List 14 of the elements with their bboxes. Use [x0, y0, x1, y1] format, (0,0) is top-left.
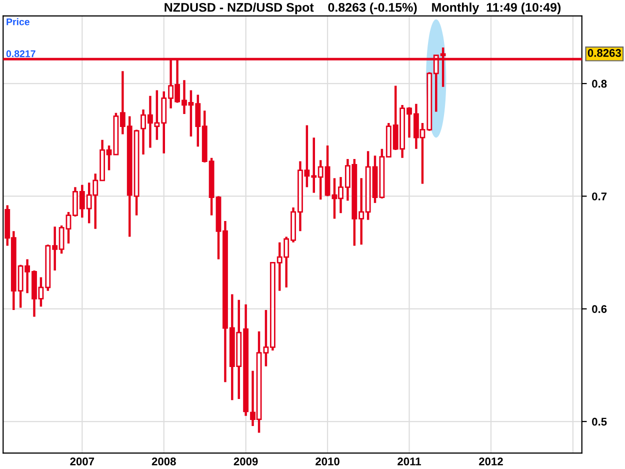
chart-title: NZDUSD - NZD/USD Spot 0.8263 (-0.15%) Monthly 11:49 (10:49): [164, 2, 561, 14]
y-tick-label: 0.5: [592, 418, 607, 426]
x-tick-label: 2007: [70, 458, 94, 466]
x-tick-label: 2010: [316, 458, 340, 466]
x-tick-label: 2008: [152, 458, 176, 466]
x-tick-label: 2009: [234, 458, 258, 466]
x-tick-label: 2012: [479, 458, 503, 466]
y-tick-label: 0.7: [592, 192, 607, 200]
text: 0.8263: [588, 49, 622, 57]
y-tick-label: 0.6: [592, 305, 607, 313]
y-tick-label: 0.8: [592, 80, 607, 88]
ref-line-label: 0.8217: [6, 50, 36, 58]
y-axis-title: Price: [6, 18, 30, 26]
x-tick-label: 2011: [398, 458, 422, 466]
